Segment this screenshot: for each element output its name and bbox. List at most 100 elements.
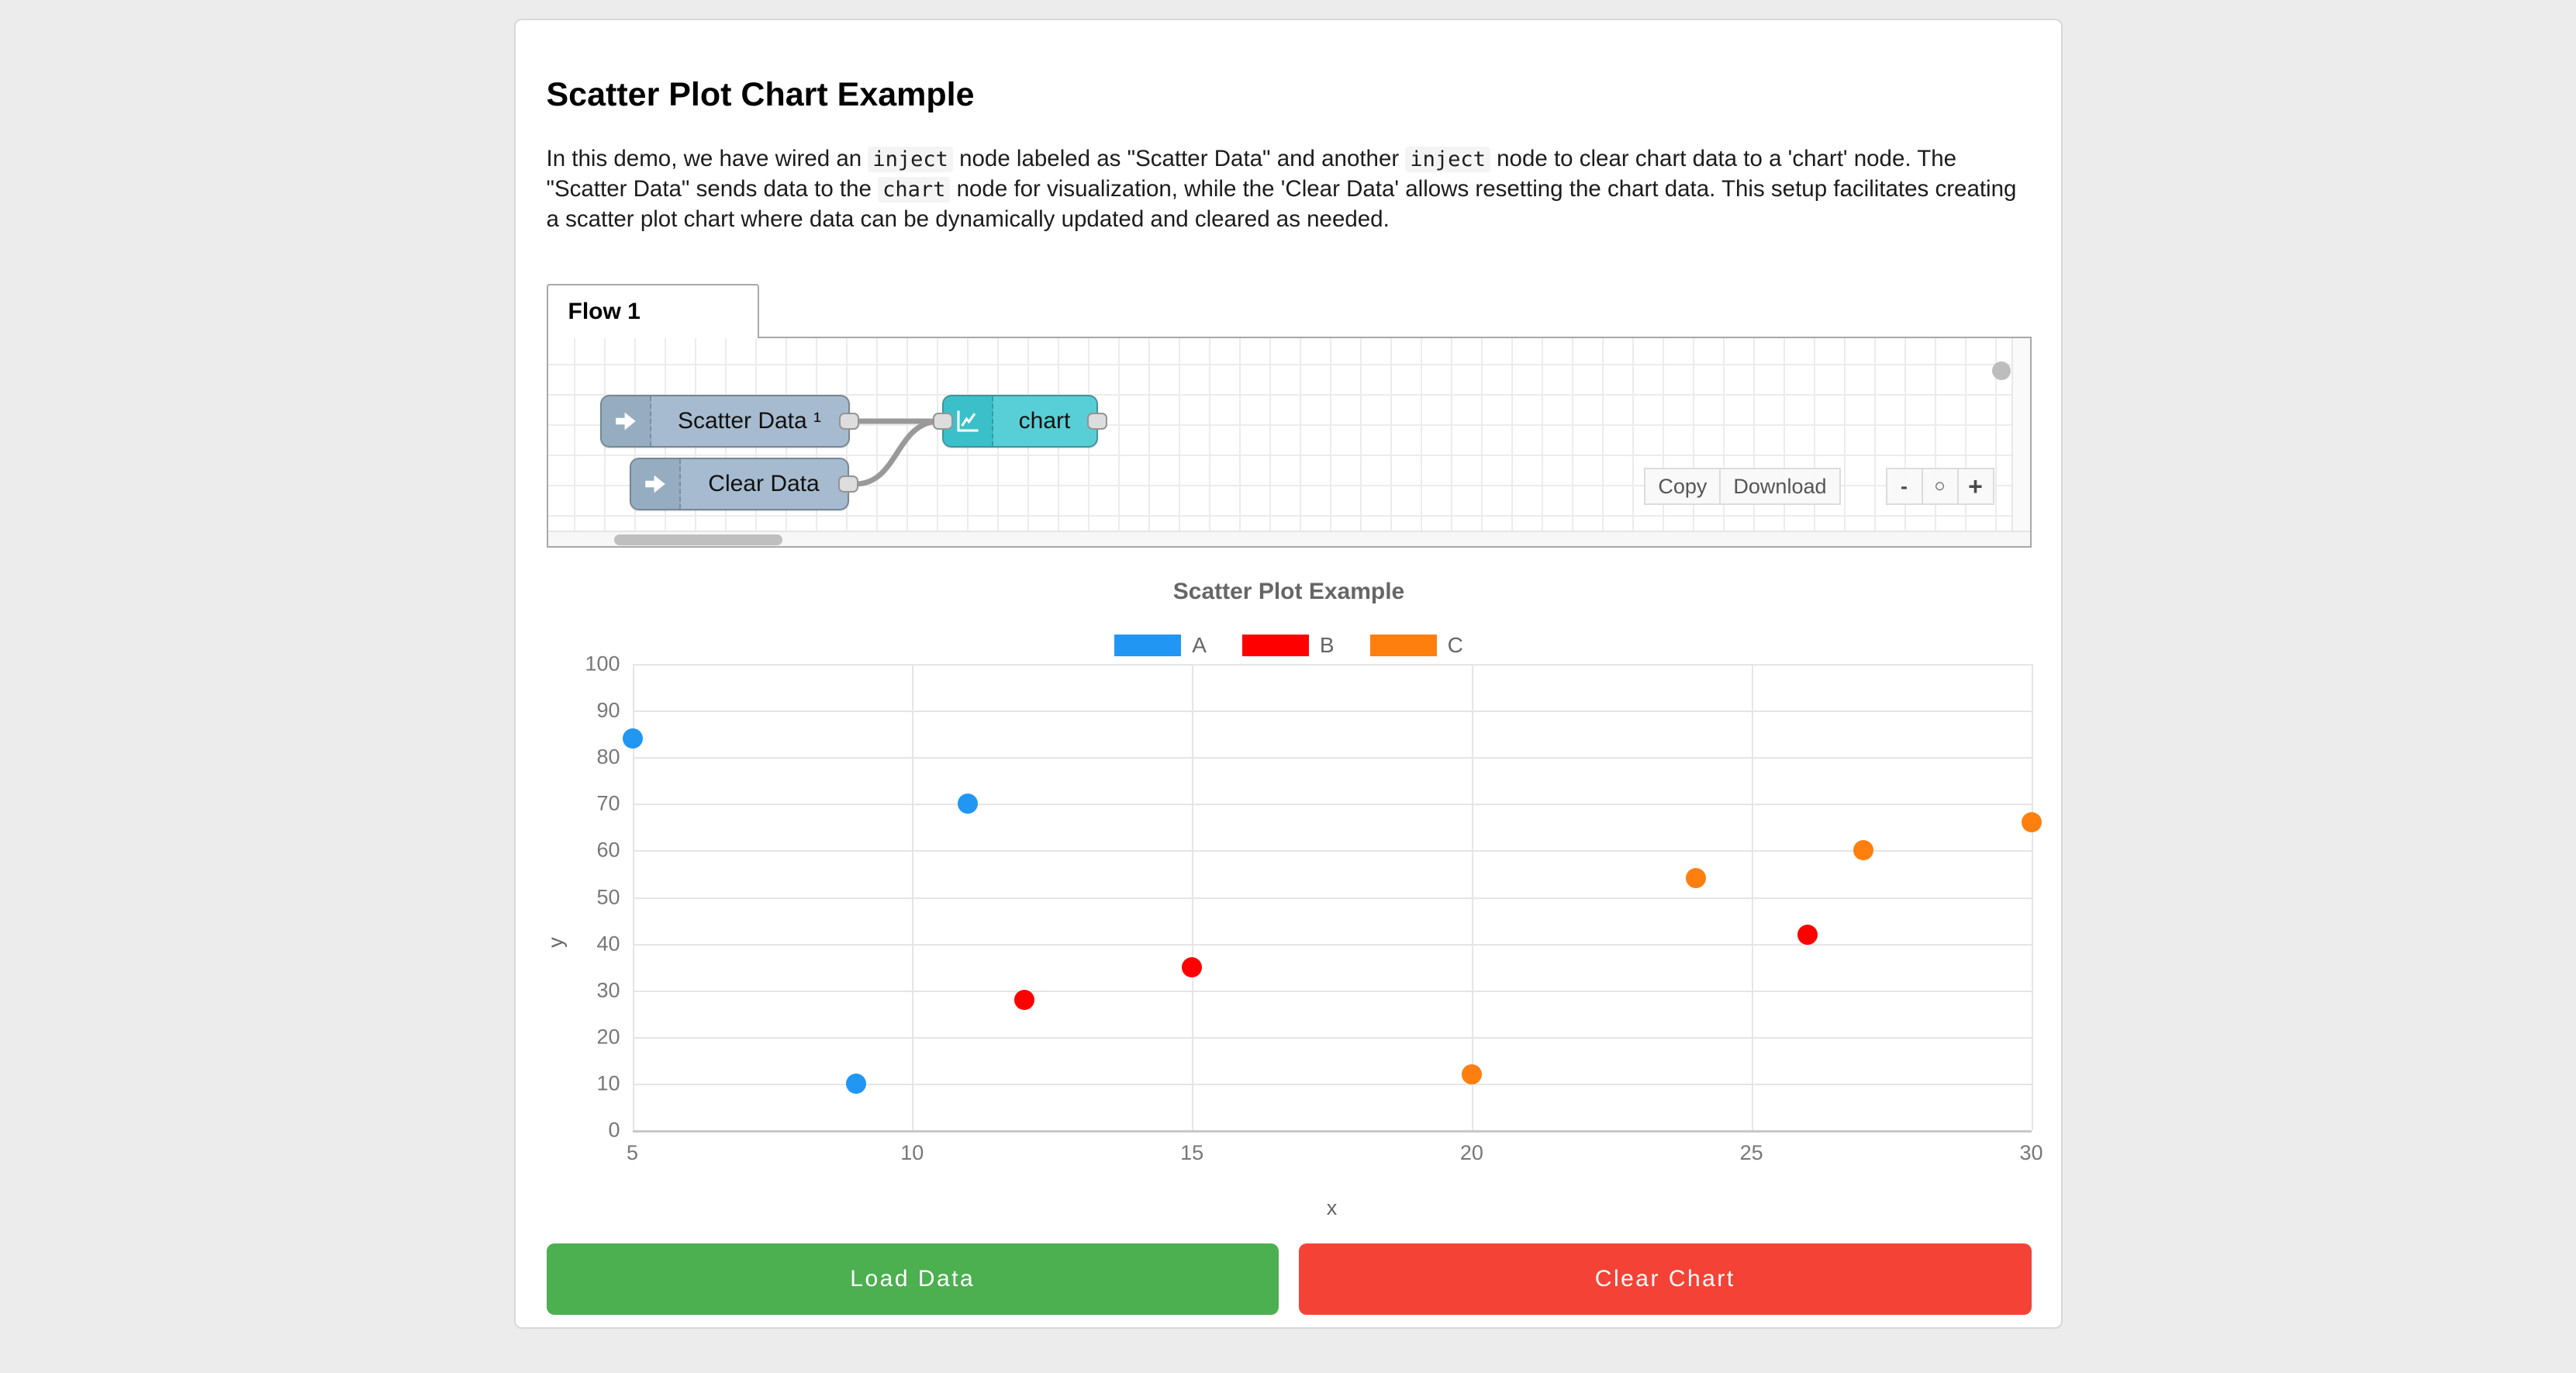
scrollbar-thumb[interactable]: [613, 534, 782, 545]
wire-clear-to-chart: [852, 418, 942, 487]
description-text: node to clear chart data to a 'chart' no…: [546, 146, 1957, 202]
x-tick-label: 10: [900, 1141, 924, 1164]
gridline-horizontal: [632, 1036, 2032, 1039]
output-port: [1086, 413, 1107, 430]
description-text: node for visualization, while the 'Clear…: [546, 176, 2017, 232]
scatter-point-A: [846, 1073, 867, 1094]
y-tick-label: 0: [608, 1118, 620, 1142]
download-button[interactable]: Download: [1719, 468, 1841, 505]
legend-label: A: [1192, 633, 1207, 657]
y-tick-label: 30: [596, 978, 620, 1002]
actions-row: Load Data Clear Chart: [546, 1243, 2032, 1315]
chart-panel: Scatter Plot Example A B C y 0 10 20 30 40 50 60…: [544, 579, 2043, 1220]
scatter-point-C: [1461, 1063, 1482, 1084]
content-card: Scatter Plot Chart Example In this demo,…: [513, 19, 2063, 1329]
legend-label: B: [1319, 633, 1335, 657]
copy-button[interactable]: Copy: [1644, 468, 1721, 505]
gridline-horizontal: [632, 1130, 2032, 1133]
legend-swatch: [1241, 635, 1309, 656]
scatter-point-A: [622, 728, 643, 749]
inject-icon-region: [601, 396, 651, 446]
output-port: [838, 413, 859, 430]
zoom-reset-button[interactable]: ○: [1921, 468, 1959, 505]
chart-line-icon: [957, 410, 978, 432]
gridline-horizontal: [632, 711, 2032, 713]
node-label: Scatter Data ¹: [677, 408, 822, 434]
x-tick-label: 5: [626, 1141, 639, 1164]
gridline-vertical: [632, 664, 634, 1130]
inject-arrow-icon: [615, 412, 636, 431]
legend-item-A[interactable]: A: [1114, 633, 1207, 658]
vertical-scroll-area[interactable]: [2011, 338, 2030, 531]
flow-viewer: Flow 1 Scatter Data ¹: [546, 284, 2032, 548]
clear-chart-button[interactable]: Clear Chart: [1299, 1243, 2032, 1315]
gridline-vertical: [1471, 664, 1473, 1130]
gridline-vertical: [1751, 664, 1753, 1130]
chart-title: Scatter Plot Example: [1172, 579, 1405, 604]
output-port: [837, 476, 858, 493]
inject-icon-region: [630, 459, 681, 509]
y-tick-label: 90: [596, 698, 620, 722]
gridline-vertical: [2031, 664, 2033, 1130]
load-data-button[interactable]: Load Data: [546, 1243, 1279, 1315]
scatter-point-B: [1013, 989, 1034, 1010]
node-label: Clear Data: [708, 471, 820, 496]
scatter-point-B: [1182, 956, 1203, 977]
y-tick-label: 10: [596, 1071, 620, 1095]
flow-node-scatter-data[interactable]: Scatter Data ¹: [599, 395, 859, 448]
x-tick-label: 25: [1739, 1141, 1763, 1164]
y-axis-title: y: [544, 936, 567, 948]
y-tick-label: 100: [585, 652, 620, 676]
flow-tab-label: Flow 1: [568, 299, 641, 324]
inject-arrow-icon: [644, 475, 665, 493]
gridline-horizontal: [632, 943, 2032, 946]
horizontal-scrollbar[interactable]: [547, 531, 2030, 546]
inline-code: inject: [1405, 147, 1490, 172]
flow-wires: [852, 418, 942, 487]
description-text: In this demo, we have wired an: [546, 146, 868, 171]
y-tick-label: 40: [596, 932, 620, 956]
gridline-horizontal: [632, 850, 2032, 853]
y-tick-label: 60: [596, 838, 620, 862]
gridline-horizontal: [632, 664, 2032, 666]
legend-item-C[interactable]: C: [1369, 633, 1463, 658]
scatter-point-C: [2021, 812, 2042, 833]
scatter-point-A: [958, 794, 979, 814]
y-tick-label: 80: [596, 745, 620, 769]
canvas-marker-dot: [1991, 361, 2011, 380]
node-label: chart: [1018, 408, 1071, 434]
zoom-out-button[interactable]: -: [1885, 468, 1923, 505]
gridline-horizontal: [632, 1083, 2032, 1085]
zoom-controls: - ○ +: [1885, 468, 1994, 505]
gridline-vertical: [1192, 664, 1194, 1130]
gridline-vertical: [912, 664, 914, 1130]
page-title: Scatter Plot Chart Example: [546, 76, 975, 113]
legend-swatch: [1114, 635, 1182, 656]
inline-code: inject: [868, 147, 953, 172]
flow-tab[interactable]: Flow 1: [546, 284, 759, 338]
x-tick-label: 30: [2019, 1141, 2043, 1164]
description: In this demo, we have wired an inject no…: [547, 144, 2032, 234]
gridline-horizontal: [632, 897, 2032, 899]
scatter-point-B: [1797, 924, 1818, 945]
input-port: [932, 413, 953, 430]
flow-node-chart[interactable]: chart: [932, 395, 1107, 448]
legend-label: C: [1447, 633, 1463, 657]
gridline-horizontal: [632, 804, 2032, 806]
flow-node-clear-data[interactable]: Clear Data: [629, 458, 858, 510]
plot-area: 0 10 20 30 40 50 60 70 80 90 100 5 10 15 20 25 30: [585, 652, 2042, 1165]
y-tick-label: 20: [596, 1025, 620, 1049]
scatter-point-C: [1685, 868, 1706, 889]
gridline-horizontal: [632, 757, 2032, 759]
y-tick-label: 50: [596, 885, 620, 908]
plot-row: y 0 10 20 30 40 50 60 70 80 90 100 5 10 15 20 25 30 x: [544, 652, 2043, 1220]
scatter-point-C: [1853, 840, 1874, 861]
gridline-horizontal: [632, 990, 2032, 992]
zoom-in-button[interactable]: +: [1956, 468, 1994, 505]
description-text: node labeled as "Scatter Data" and anoth…: [952, 146, 1406, 171]
flow-toolbar: Copy Download: [1644, 468, 1841, 505]
x-axis-title: x: [1326, 1196, 1338, 1219]
flow-canvas[interactable]: Scatter Data ¹ Clear Data: [546, 337, 2032, 548]
y-tick-label: 70: [596, 791, 620, 815]
legend-item-B[interactable]: B: [1241, 633, 1335, 658]
